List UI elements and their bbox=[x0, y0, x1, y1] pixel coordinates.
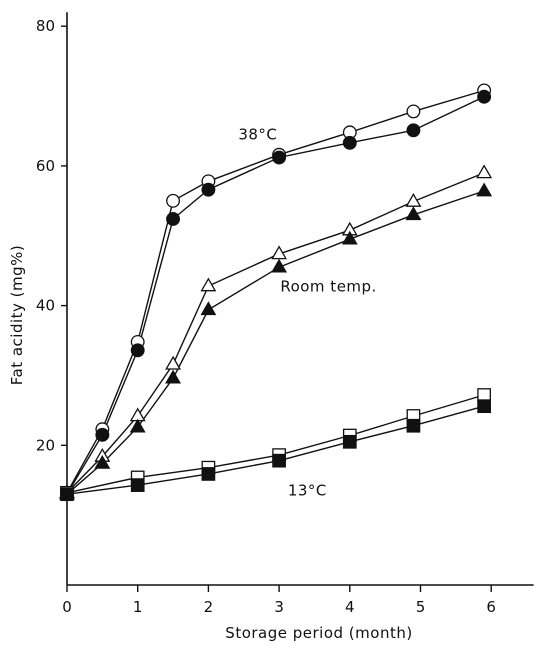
annotation-label: Room temp. bbox=[280, 278, 377, 296]
data-point-triangle-filled bbox=[341, 230, 358, 245]
data-point-square-filled bbox=[342, 434, 357, 449]
data-point-circle-filled bbox=[406, 123, 421, 138]
x-tick-label: 3 bbox=[274, 598, 284, 616]
axes: 0 1 2 3 4 5 6 20 40 60 80 Storage period (month) Fat… bbox=[8, 12, 534, 642]
data-point-triangle-filled bbox=[94, 455, 111, 469]
data-point-triangle-open bbox=[476, 164, 493, 179]
annotation-label: 38°C bbox=[238, 125, 277, 143]
series-line-triangle-open bbox=[66, 172, 485, 494]
series-line-square-open bbox=[66, 394, 485, 494]
data-point-triangle-open bbox=[405, 192, 422, 207]
x-tick-label: 1 bbox=[133, 598, 143, 616]
data-point-circle-open bbox=[166, 193, 181, 208]
data-point-triangle-filled bbox=[271, 258, 288, 273]
data-point-square-filled bbox=[130, 478, 145, 492]
x-tick-label: 2 bbox=[204, 598, 214, 616]
x-tick-label: 0 bbox=[62, 598, 72, 616]
y-tick-label: 40 bbox=[36, 297, 55, 315]
x-tick-label: 6 bbox=[486, 598, 496, 616]
data-point-square-filled bbox=[477, 399, 491, 414]
data-point-triangle-filled bbox=[129, 418, 146, 433]
data-point-circle-filled bbox=[201, 182, 216, 197]
y-tick-label: 60 bbox=[36, 157, 55, 175]
data-point-circle-filled bbox=[95, 427, 110, 442]
data-point-triangle-filled bbox=[476, 182, 493, 197]
data-point-circle-filled bbox=[342, 135, 357, 150]
y-axis-title: Fat acidity (mg%) bbox=[8, 245, 26, 386]
x-tick-label: 4 bbox=[345, 598, 355, 616]
data-point-triangle-open bbox=[271, 245, 288, 260]
data-point-triangle-open bbox=[200, 277, 217, 292]
data-point-triangle-filled bbox=[405, 206, 422, 221]
data-point-circle-open bbox=[406, 104, 421, 119]
data-point-triangle-open bbox=[165, 355, 182, 370]
data-point-square-filled bbox=[60, 487, 74, 502]
series-markers bbox=[59, 83, 493, 502]
data-point-circle-filled bbox=[272, 150, 287, 165]
data-point-triangle-filled bbox=[165, 369, 182, 384]
annotation-label: 13°C bbox=[288, 482, 327, 500]
data-point-circle-filled bbox=[477, 89, 492, 104]
data-point-square-filled bbox=[406, 418, 421, 433]
y-tick-label: 80 bbox=[36, 17, 55, 35]
data-point-circle-filled bbox=[166, 212, 181, 226]
annotations: 38°C Room temp. 13°C bbox=[238, 125, 376, 499]
data-point-square-filled bbox=[201, 467, 216, 481]
x-axis-title: Storage period (month) bbox=[225, 624, 412, 642]
data-point-circle-filled bbox=[130, 343, 145, 358]
x-tick-label: 5 bbox=[416, 598, 426, 616]
data-point-square-filled bbox=[272, 453, 286, 468]
data-point-triangle-filled bbox=[200, 301, 217, 316]
y-tick-label: 20 bbox=[36, 436, 55, 454]
